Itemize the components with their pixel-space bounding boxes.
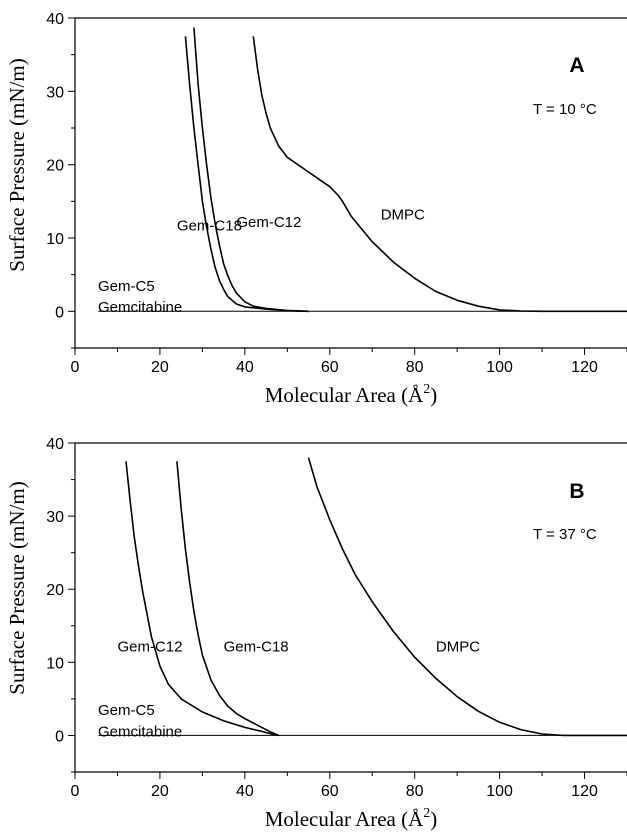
x-tick-label: 0	[71, 783, 80, 800]
series-line-dmpc	[307, 457, 627, 737]
x-tick-label: 80	[406, 783, 424, 800]
series-line-dmpc	[252, 36, 627, 313]
temperature-label: T = 37 °C	[533, 526, 597, 543]
curve-label: DMPC	[436, 638, 480, 655]
y-tick-label: 0	[55, 304, 64, 321]
series-line-gem-c18	[184, 36, 309, 313]
x-tick-label: 100	[486, 359, 513, 376]
x-tick-label: 40	[236, 783, 254, 800]
y-tick-label: 10	[46, 231, 64, 248]
y-tick-label: 20	[46, 158, 64, 175]
x-axis-title: Molecular Area (Å2)	[265, 382, 438, 407]
x-tick-label: 20	[151, 783, 169, 800]
series-line-gem-c12	[193, 27, 309, 313]
x-axis-title: Molecular Area (Å2)	[265, 806, 438, 831]
x-tick-label: 120	[571, 359, 598, 376]
panel-letter: A	[569, 54, 584, 77]
x-tick-label: 80	[406, 359, 424, 376]
y-tick-label: 30	[46, 84, 64, 101]
curve-label: Gemcitabine	[98, 723, 182, 740]
curve-label: Gem-C12	[236, 214, 301, 231]
series-line-gem-c18	[176, 461, 280, 737]
curve-label: Gemcitabine	[98, 299, 182, 316]
y-tick-label: 40	[46, 436, 64, 453]
series-line-gem-c12	[125, 461, 279, 737]
x-tick-label: 20	[151, 359, 169, 376]
x-tick-label: 0	[71, 359, 80, 376]
panel-letter: B	[569, 480, 584, 503]
curve-label: Gem-C18	[177, 218, 242, 235]
y-tick-label: 20	[46, 582, 64, 599]
y-axis-title: Surface Pressure (mN/m)	[5, 481, 29, 694]
x-tick-label: 60	[321, 783, 339, 800]
y-tick-label: 0	[55, 728, 64, 745]
x-tick-label: 40	[236, 359, 254, 376]
temperature-label: T = 10 °C	[533, 101, 597, 118]
x-tick-label: 120	[571, 783, 598, 800]
curve-label: DMPC	[381, 207, 425, 224]
y-tick-label: 10	[46, 655, 64, 672]
curve-label: Gem-C5	[98, 702, 155, 719]
x-tick-label: 60	[321, 359, 339, 376]
curve-label: Gem-C5	[98, 278, 155, 295]
panel-A: 0 20 40 60 80 100 120 0 10 20 30 40 Surface Pressure…	[5, 11, 627, 407]
x-tick-label: 100	[486, 783, 513, 800]
curve-label: Gem-C12	[117, 638, 182, 655]
y-axis-title: Surface Pressure (mN/m)	[5, 58, 29, 271]
panel-B: 0 20 40 60 80 100 120 0 10 20 30 40 Surface Pressure…	[5, 436, 627, 831]
y-tick-label: 40	[46, 11, 64, 28]
y-tick-label: 30	[46, 509, 64, 526]
curve-label: Gem-C18	[224, 638, 289, 655]
